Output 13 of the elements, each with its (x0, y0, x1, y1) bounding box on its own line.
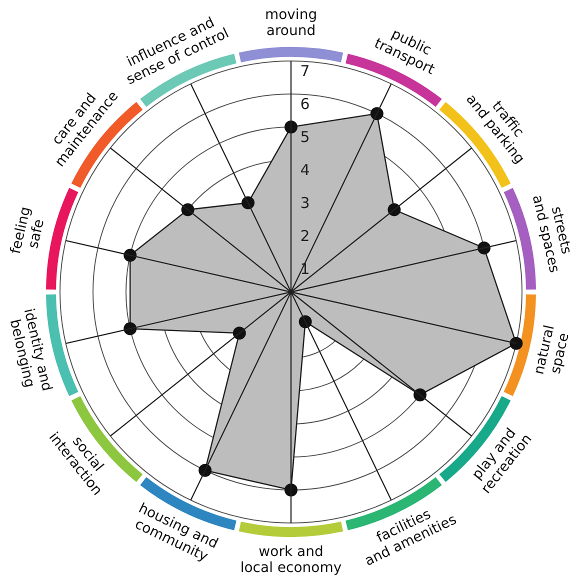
y-tick-label: 2 (300, 227, 310, 245)
spoke-label: work and local economy (240, 544, 342, 576)
y-tick-label: 3 (300, 194, 310, 212)
spoke-label: identity and belonging (6, 307, 55, 393)
y-tick-label: 6 (300, 95, 310, 113)
y-tick-label: 4 (300, 161, 310, 179)
spoke-label: streets and spaces (528, 194, 574, 274)
spoke-label: natural space (531, 324, 572, 376)
spoke-label: moving around (264, 7, 318, 39)
y-tick-label: 1 (300, 260, 310, 278)
y-tick-label: 5 (300, 128, 310, 146)
spoke-label: feeling safe (8, 205, 48, 256)
y-tick-label: 7 (300, 62, 310, 80)
